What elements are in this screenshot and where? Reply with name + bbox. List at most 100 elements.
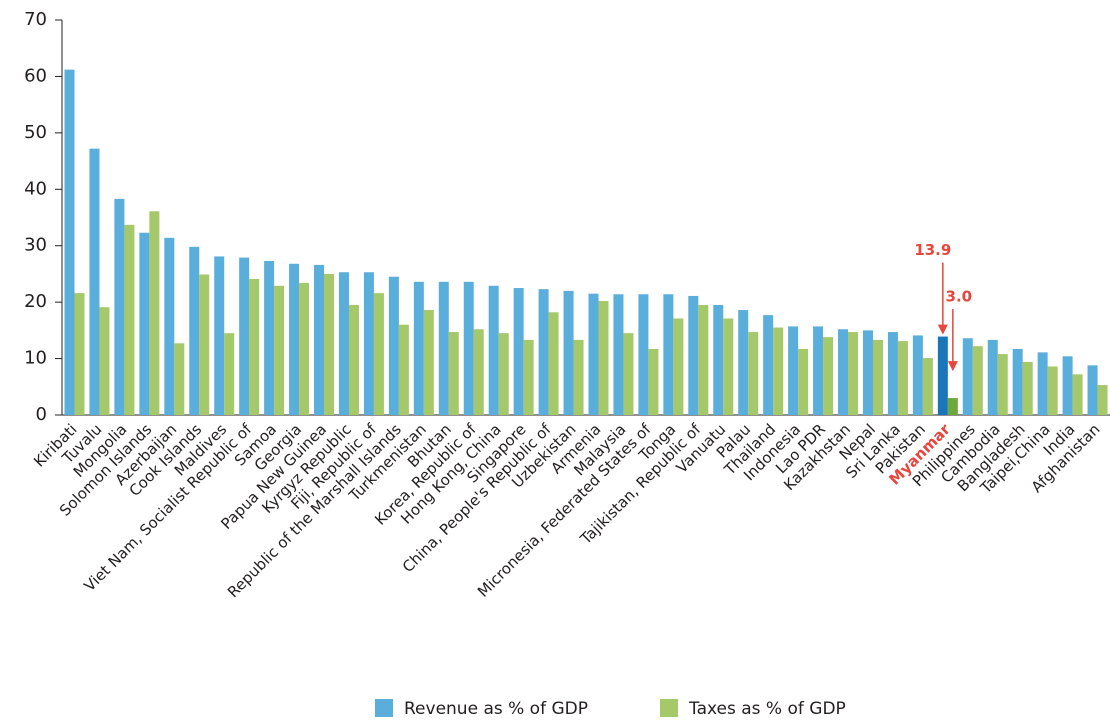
bar xyxy=(1062,356,1073,415)
arrow-head xyxy=(947,361,958,372)
bar xyxy=(74,293,85,415)
bar xyxy=(912,335,923,415)
bar xyxy=(1087,365,1098,415)
legend-label: Taxes as % of GDP xyxy=(688,699,846,719)
bar xyxy=(488,285,499,415)
bar xyxy=(1047,366,1058,415)
bar xyxy=(448,332,459,415)
bar xyxy=(872,339,883,415)
bar xyxy=(89,148,100,415)
bar xyxy=(663,294,674,415)
legend-swatch xyxy=(660,699,678,717)
bar xyxy=(473,329,484,415)
bar xyxy=(573,339,584,415)
bar xyxy=(124,224,135,415)
y-tick-label: 0 xyxy=(36,404,47,425)
y-tick-label: 30 xyxy=(24,235,47,256)
y-tick-label: 10 xyxy=(24,348,47,369)
bar xyxy=(838,329,849,415)
bar xyxy=(363,272,374,415)
bar xyxy=(338,272,349,415)
bar xyxy=(463,281,474,415)
bar xyxy=(348,304,359,415)
bar xyxy=(588,293,599,415)
bar xyxy=(64,69,75,416)
bar xyxy=(862,330,873,415)
y-tick-label: 40 xyxy=(24,178,47,199)
bar xyxy=(673,318,684,415)
y-tick-label: 20 xyxy=(24,291,47,312)
bar xyxy=(99,307,110,415)
bar xyxy=(149,211,160,415)
bar xyxy=(823,337,834,415)
bar xyxy=(373,293,384,415)
bar xyxy=(114,198,125,415)
legend-label: Revenue as % of GDP xyxy=(404,699,588,719)
bar xyxy=(698,304,709,415)
bar xyxy=(598,301,609,415)
bar xyxy=(788,326,799,415)
bar xyxy=(773,327,784,415)
bar xyxy=(164,237,175,415)
bar xyxy=(423,310,434,415)
bar xyxy=(638,294,649,415)
bar xyxy=(264,260,275,415)
bar xyxy=(413,281,424,415)
bar xyxy=(713,304,724,415)
bar xyxy=(239,257,250,415)
bar xyxy=(314,264,325,415)
bar xyxy=(848,332,859,415)
bar xyxy=(538,289,549,415)
bar xyxy=(962,338,973,415)
bar xyxy=(299,282,310,415)
y-tick-label: 60 xyxy=(24,65,47,86)
y-tick-label: 70 xyxy=(24,9,47,30)
bar xyxy=(1022,361,1033,415)
bar xyxy=(723,318,734,415)
bar xyxy=(798,348,809,415)
bar xyxy=(623,333,634,415)
bar xyxy=(1037,352,1048,415)
bar xyxy=(738,310,749,415)
bar xyxy=(199,274,210,415)
bar xyxy=(388,276,399,415)
bar xyxy=(997,354,1008,415)
bar xyxy=(763,315,774,415)
bar xyxy=(274,285,285,415)
bar xyxy=(548,312,559,415)
bar xyxy=(224,333,235,415)
bar xyxy=(398,324,409,415)
bar xyxy=(613,294,624,415)
bar xyxy=(324,273,335,415)
bar xyxy=(897,341,908,415)
bar xyxy=(937,336,948,415)
bar xyxy=(139,232,150,415)
bar xyxy=(813,326,824,415)
y-tick-label: 50 xyxy=(24,122,47,143)
bar xyxy=(498,333,509,415)
bar xyxy=(189,246,200,415)
arrow-head xyxy=(937,324,948,335)
bar xyxy=(214,256,225,415)
bar xyxy=(289,263,300,415)
value-label: 3.0 xyxy=(946,288,973,306)
bar xyxy=(972,346,983,415)
bar xyxy=(1097,385,1108,415)
bar xyxy=(1012,348,1023,415)
bar xyxy=(987,339,998,415)
bar xyxy=(688,295,699,415)
bar xyxy=(523,339,534,415)
bar xyxy=(887,332,898,415)
bar xyxy=(174,343,185,415)
bar xyxy=(438,281,449,415)
bar xyxy=(947,398,958,415)
legend-swatch xyxy=(375,699,393,717)
bar xyxy=(249,279,260,415)
bar xyxy=(563,290,574,415)
bar xyxy=(513,288,524,415)
value-label: 13.9 xyxy=(914,241,951,259)
bar xyxy=(1072,374,1083,415)
bar xyxy=(648,348,659,415)
bar xyxy=(748,332,759,415)
